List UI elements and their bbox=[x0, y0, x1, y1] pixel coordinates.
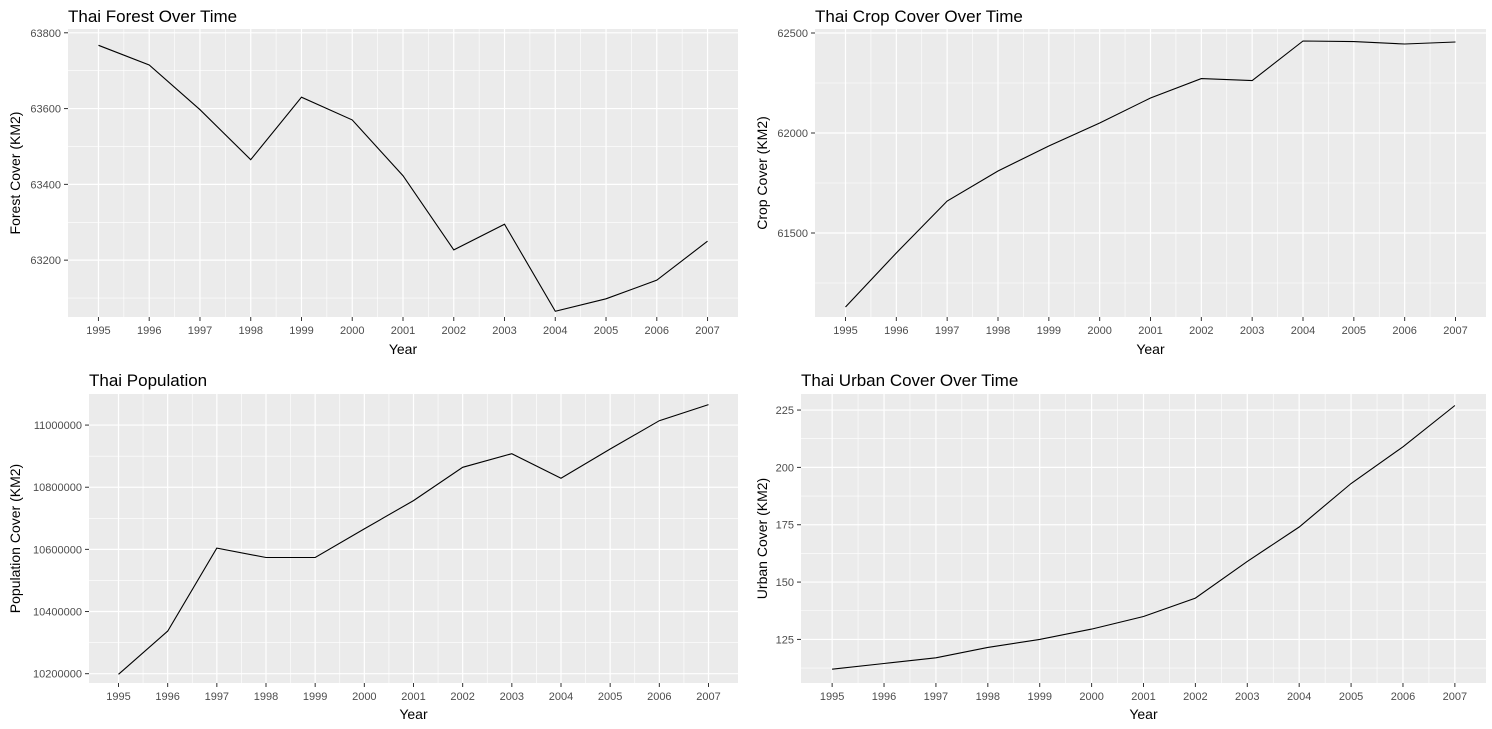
x-tick-label: 2005 bbox=[1342, 325, 1366, 337]
chart-group-0: 1995 1996 1997 1998 1999 2000 2001 2002 2003 2004… bbox=[7, 7, 738, 357]
x-tick-label: 1998 bbox=[254, 691, 278, 703]
y-tick-label: 62500 bbox=[777, 28, 808, 40]
x-tick-label: 2004 bbox=[1287, 691, 1311, 703]
x-tick-label: 2007 bbox=[1443, 691, 1467, 703]
x-tick-label: 2000 bbox=[352, 691, 376, 703]
x-tick-label: 2002 bbox=[442, 325, 466, 337]
x-tick-label: 2006 bbox=[1392, 325, 1416, 337]
y-tick-label: 63400 bbox=[30, 179, 61, 191]
x-tick-label: 1997 bbox=[188, 325, 212, 337]
x-tick-label: 2006 bbox=[647, 691, 671, 703]
y-tick-label: 10400000 bbox=[33, 607, 82, 619]
x-tick-label: 1995 bbox=[106, 691, 130, 703]
x-tick-label: 1998 bbox=[976, 691, 1000, 703]
x-tick-label: 1996 bbox=[872, 691, 896, 703]
x-tick-label: 2007 bbox=[1443, 325, 1467, 337]
x-tick-label: 1997 bbox=[924, 691, 948, 703]
x-tick-label: 1997 bbox=[935, 325, 959, 337]
x-tick-label: 2000 bbox=[340, 325, 364, 337]
x-tick-label: 2001 bbox=[391, 325, 415, 337]
x-tick-label: 2004 bbox=[549, 691, 573, 703]
y-axis-label: Forest Cover (KM2) bbox=[7, 112, 23, 235]
x-tick-label: 2003 bbox=[492, 325, 516, 337]
series-line bbox=[118, 404, 709, 675]
x-tick-label: 2000 bbox=[1079, 691, 1103, 703]
x-tick-label: 1995 bbox=[820, 691, 844, 703]
x-tick-label: 1999 bbox=[303, 691, 327, 703]
x-tick-label: 2001 bbox=[1138, 325, 1162, 337]
series-line bbox=[832, 405, 1456, 670]
x-tick-label: 1998 bbox=[238, 325, 262, 337]
y-tick-label: 63600 bbox=[30, 104, 61, 116]
y-axis-label: Population Cover (KM2) bbox=[7, 464, 23, 613]
chart-title: Thai Population bbox=[89, 371, 207, 390]
x-tick-label: 2002 bbox=[450, 691, 474, 703]
y-tick-label: 175 bbox=[776, 520, 794, 532]
x-tick-label: 2005 bbox=[1339, 691, 1363, 703]
y-tick-label: 125 bbox=[776, 634, 794, 646]
x-tick-label: 2005 bbox=[598, 691, 622, 703]
y-axis-label: Urban Cover (KM2) bbox=[754, 478, 770, 599]
y-tick-label: 63200 bbox=[30, 255, 61, 267]
x-tick-label: 1998 bbox=[986, 325, 1010, 337]
x-tick-label: 2004 bbox=[543, 325, 567, 337]
x-tick-label: 2000 bbox=[1087, 325, 1111, 337]
x-tick-label: 2001 bbox=[1131, 691, 1155, 703]
y-tick-label: 63800 bbox=[30, 28, 61, 40]
x-tick-label: 2005 bbox=[594, 325, 618, 337]
x-axis-label: Year bbox=[1136, 341, 1165, 357]
x-tick-label: 2002 bbox=[1183, 691, 1207, 703]
x-tick-label: 1999 bbox=[289, 325, 313, 337]
x-tick-label: 2003 bbox=[1240, 325, 1264, 337]
x-axis-label: Year bbox=[399, 706, 428, 722]
chart-group-2: 1995 1996 1997 1998 1999 2000 2001 2002 2003 2004… bbox=[7, 371, 738, 722]
x-tick-label: 2006 bbox=[1391, 691, 1415, 703]
x-tick-label: 1997 bbox=[205, 691, 229, 703]
y-tick-label: 10800000 bbox=[33, 482, 82, 494]
series-line bbox=[98, 44, 708, 312]
x-tick-label: 1995 bbox=[86, 325, 110, 337]
y-tick-label: 200 bbox=[776, 462, 794, 474]
y-tick-label: 150 bbox=[776, 577, 794, 589]
y-tick-label: 10600000 bbox=[33, 544, 82, 556]
chart-title: Thai Crop Cover Over Time bbox=[815, 7, 1023, 26]
x-tick-label: 1996 bbox=[155, 691, 179, 703]
x-tick-label: 2004 bbox=[1291, 325, 1315, 337]
x-tick-label: 2007 bbox=[695, 325, 719, 337]
x-tick-label: 1996 bbox=[884, 325, 908, 337]
y-tick-label: 11000000 bbox=[34, 420, 82, 432]
x-axis-label: Year bbox=[389, 341, 418, 357]
x-tick-label: 2007 bbox=[696, 691, 720, 703]
x-axis-label: Year bbox=[1129, 706, 1158, 722]
x-tick-label: 2003 bbox=[500, 691, 524, 703]
y-tick-label: 10200000 bbox=[33, 669, 82, 681]
chart-title: Thai Forest Over Time bbox=[68, 7, 237, 26]
x-tick-label: 2001 bbox=[401, 691, 425, 703]
y-axis-label: Crop Cover (KM2) bbox=[754, 116, 770, 230]
x-tick-label: 1999 bbox=[1037, 325, 1061, 337]
y-tick-label: 62000 bbox=[777, 128, 808, 140]
y-tick-label: 61500 bbox=[777, 228, 808, 240]
x-tick-label: 2002 bbox=[1189, 325, 1213, 337]
x-tick-label: 2003 bbox=[1235, 691, 1259, 703]
x-tick-label: 2006 bbox=[645, 325, 669, 337]
chart-group-1: 1995 1996 1997 1998 1999 2000 2001 2002 2003 2004… bbox=[754, 7, 1486, 357]
y-tick-label: 225 bbox=[776, 405, 794, 417]
x-tick-label: 1995 bbox=[833, 325, 857, 337]
chart-group-3: 1995 1996 1997 1998 1999 2000 2001 2002 2003 2004… bbox=[754, 371, 1486, 722]
x-tick-label: 1999 bbox=[1027, 691, 1051, 703]
chart-title: Thai Urban Cover Over Time bbox=[801, 371, 1018, 390]
x-tick-label: 1996 bbox=[137, 325, 161, 337]
